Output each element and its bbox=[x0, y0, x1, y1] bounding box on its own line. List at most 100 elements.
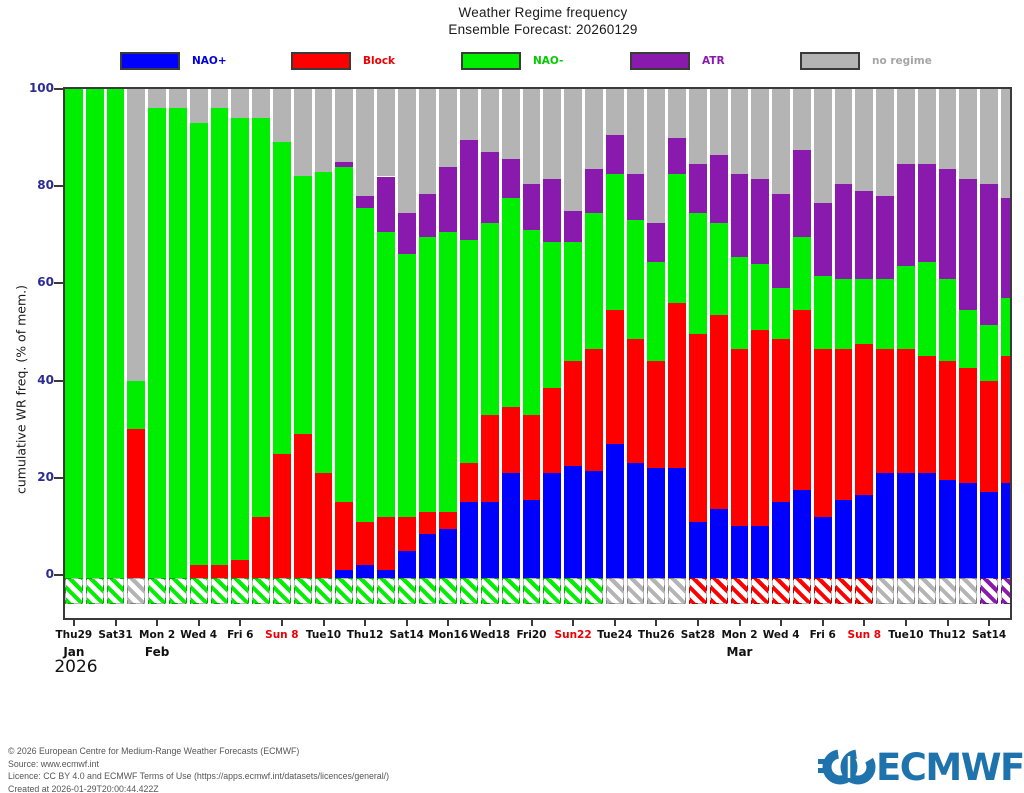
bar-segment-block bbox=[876, 349, 894, 473]
bar-segment-nao-plus bbox=[959, 482, 978, 575]
stacked-bar-2 bbox=[85, 89, 104, 575]
bar-segment-no-regime bbox=[980, 89, 998, 184]
x-tick-mark bbox=[572, 620, 575, 626]
bar-segment-block bbox=[564, 361, 582, 466]
bar-segment-no-regime bbox=[397, 89, 416, 213]
bar-segment-nao-minus bbox=[189, 123, 208, 566]
bar-segment-atr bbox=[813, 203, 832, 277]
bar-segment-no-regime bbox=[377, 89, 395, 177]
bar-segment-nao-minus bbox=[210, 108, 229, 566]
stacked-bar-28 bbox=[626, 89, 645, 575]
bar-segment-no-regime bbox=[189, 89, 208, 124]
hres-regime-strip bbox=[689, 575, 707, 578]
bar-segment-nao-plus bbox=[938, 480, 957, 575]
stacked-bar-45 bbox=[980, 89, 998, 575]
bar-segment-block bbox=[252, 516, 270, 575]
bar-segment-no-regime bbox=[855, 89, 874, 192]
bar-segment-block bbox=[460, 463, 478, 503]
bar-segment-block bbox=[377, 516, 395, 571]
bar-segment-nao-plus bbox=[793, 489, 811, 575]
stacked-bar-32 bbox=[709, 89, 728, 575]
bar-segment-no-regime bbox=[730, 89, 749, 175]
bar-segment-block bbox=[314, 472, 333, 575]
x-tick-mark bbox=[322, 620, 325, 626]
stacked-bar-22 bbox=[501, 89, 520, 575]
bar-segment-nao-minus bbox=[959, 310, 978, 369]
dominant-regime-box bbox=[585, 578, 603, 604]
bar-segment-nao-plus bbox=[772, 502, 790, 575]
bar-segment-atr bbox=[481, 152, 499, 223]
atr-swatch bbox=[630, 52, 690, 70]
bar-segment-nao-plus bbox=[522, 499, 541, 575]
bar-segment-atr bbox=[709, 154, 728, 223]
bar-segment-nao-plus bbox=[813, 516, 832, 575]
stacked-bar-34 bbox=[751, 89, 770, 575]
bar-segment-nao-plus bbox=[751, 526, 770, 575]
dominant-regime-box bbox=[418, 578, 437, 604]
stacked-bar-8 bbox=[210, 89, 229, 575]
bar-segment-no-regime bbox=[210, 89, 229, 109]
hres-regime-strip bbox=[751, 575, 770, 578]
stacked-bar-25 bbox=[564, 89, 582, 575]
x-tick-label: Sun 8 bbox=[847, 629, 882, 641]
bar-segment-nao-minus bbox=[522, 229, 541, 415]
bar-segment-nao-minus bbox=[1001, 298, 1010, 357]
bar-segment-nao-minus bbox=[439, 232, 458, 512]
bar-segment-nao-plus bbox=[834, 499, 853, 575]
x-tick-mark bbox=[530, 620, 533, 626]
hres-regime-strip bbox=[772, 575, 790, 578]
hres-regime-strip bbox=[189, 575, 208, 578]
bar-segment-no-regime bbox=[127, 89, 146, 381]
legend-item-nao-plus: NAO+ bbox=[120, 52, 227, 70]
x-tick-label: Thu12 bbox=[346, 629, 384, 641]
bar-segment-nao-minus bbox=[85, 89, 104, 575]
stacked-bar-21 bbox=[481, 89, 499, 575]
bar-segment-block bbox=[709, 315, 728, 510]
hres-regime-strip bbox=[356, 575, 374, 578]
dominant-regime-box bbox=[689, 578, 707, 604]
stacked-bar-26 bbox=[585, 89, 603, 575]
bar-segment-nao-minus bbox=[148, 108, 166, 575]
bar-segment-no-regime bbox=[439, 89, 458, 167]
hres-regime-strip bbox=[522, 575, 541, 578]
hres-regime-strip bbox=[793, 575, 811, 578]
stacked-bar-42 bbox=[917, 89, 936, 575]
stacked-bar-5 bbox=[148, 89, 166, 575]
bar-segment-atr bbox=[730, 174, 749, 257]
legend-item-nao-minus: NAO- bbox=[461, 52, 563, 70]
bar-segment-nao-minus bbox=[980, 324, 998, 381]
bar-segment-nao-plus bbox=[356, 565, 374, 575]
bar-segment-no-regime bbox=[709, 89, 728, 155]
hres-regime-strip bbox=[668, 575, 686, 578]
bar-segment-nao-plus bbox=[897, 472, 915, 575]
bar-segment-no-regime bbox=[543, 89, 562, 179]
atr-label: ATR bbox=[702, 55, 725, 67]
hres-regime-strip bbox=[605, 575, 624, 578]
dominant-regime-box bbox=[917, 578, 936, 604]
bar-segment-block bbox=[293, 434, 312, 575]
bar-segment-nao-minus bbox=[855, 278, 874, 345]
bar-segment-no-regime bbox=[314, 89, 333, 172]
x-tick-label: Sat14 bbox=[389, 629, 424, 641]
dominant-regime-box bbox=[938, 578, 957, 604]
bar-segment-nao-minus bbox=[252, 118, 270, 517]
bar-segment-nao-plus bbox=[418, 533, 437, 575]
plot-area bbox=[63, 87, 1012, 620]
stacked-bar-16 bbox=[377, 89, 395, 575]
bar-segment-atr bbox=[501, 159, 520, 199]
bar-segment-atr bbox=[626, 174, 645, 221]
block-label: Block bbox=[363, 55, 396, 67]
footer-copyright: © 2026 European Centre for Medium-Range … bbox=[8, 746, 300, 756]
dominant-regime-box bbox=[772, 578, 790, 604]
bar-segment-nao-minus bbox=[917, 261, 936, 357]
x-tick-label: Fri 6 bbox=[227, 629, 254, 641]
dominant-regime-box bbox=[252, 578, 270, 604]
stacked-bar-30 bbox=[668, 89, 686, 575]
bar-segment-nao-plus bbox=[439, 528, 458, 575]
x-tick-mark bbox=[114, 620, 117, 626]
bar-segment-block bbox=[668, 302, 686, 469]
x-tick-label: Wed18 bbox=[469, 629, 511, 641]
bar-segment-no-regime bbox=[481, 89, 499, 153]
bar-segment-nao-minus bbox=[668, 174, 686, 303]
